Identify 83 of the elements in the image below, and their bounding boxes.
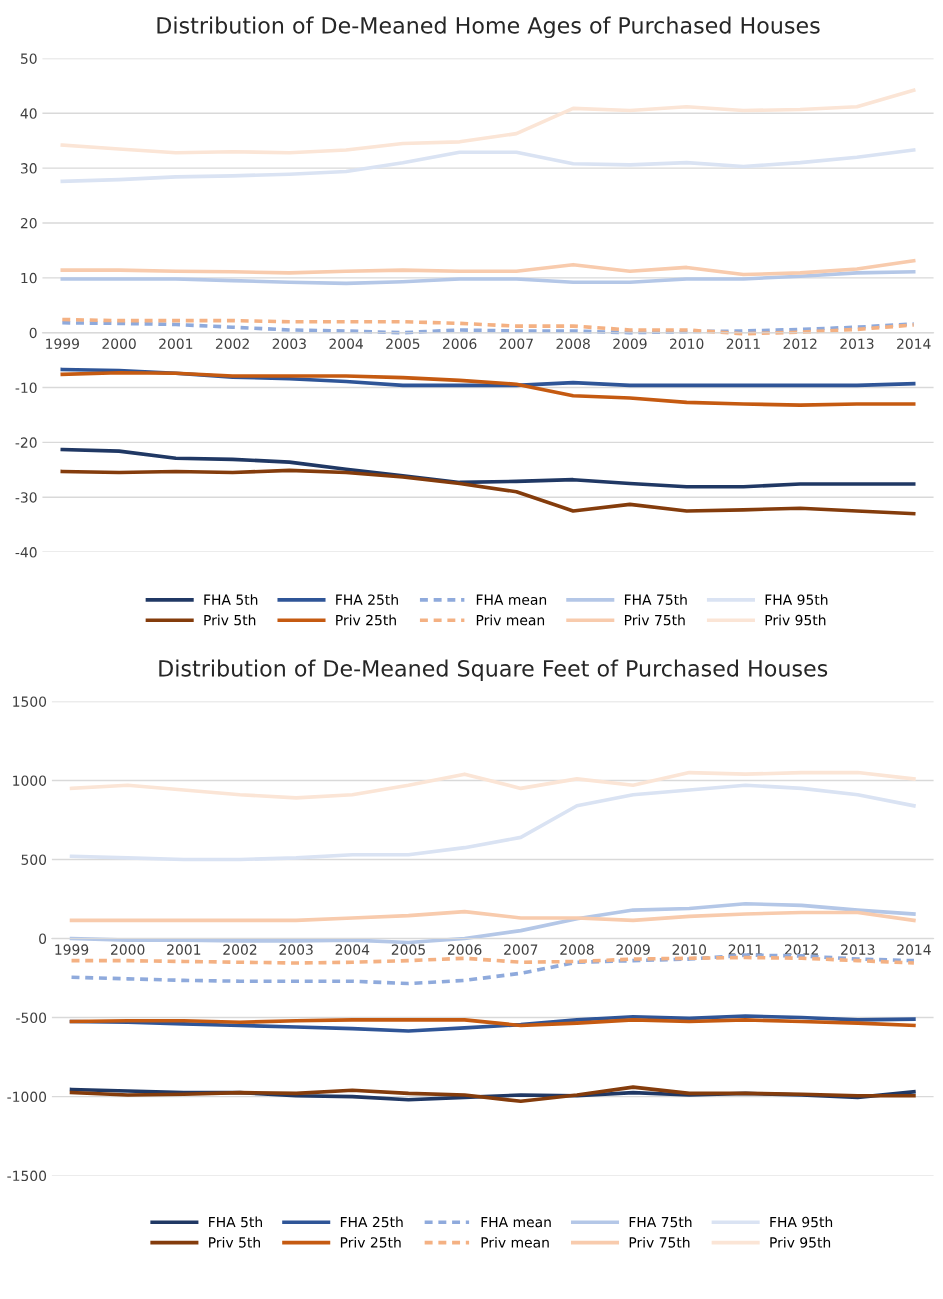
y-tick-label: 500 — [21, 854, 47, 865]
legend-label: Priv 25th — [336, 614, 396, 626]
y-tick-label: -30 — [15, 492, 37, 503]
x-tick-label: 2001 — [159, 338, 193, 349]
x-tick-label: 2002 — [223, 944, 257, 955]
line-series — [69, 901, 916, 945]
legend-label: FHA 95th — [765, 594, 828, 605]
y-tick-label: -500 — [16, 1012, 47, 1024]
legend-label: FHA 25th — [340, 1216, 403, 1228]
legend-label: FHA mean — [481, 1216, 551, 1228]
line-series — [69, 953, 916, 986]
legend-label: Priv 95th — [765, 614, 826, 626]
y-tick-label: 0 — [29, 327, 37, 339]
legend-label: FHA 5th — [204, 594, 258, 605]
line-series — [60, 259, 916, 277]
legend-label: FHA 5th — [209, 1216, 262, 1228]
legend-label: FHA 95th — [770, 1216, 833, 1228]
x-tick-label: 2007 — [504, 944, 538, 955]
line-series — [60, 370, 916, 407]
x-tick-label: 2006 — [447, 944, 482, 955]
chart-title: Distribution of De-Meaned Home Ages of Purchased Houses — [157, 16, 820, 39]
x-tick-label: 2012 — [783, 338, 817, 349]
legend-label: Priv mean — [481, 1236, 549, 1248]
y-tick-label: 1500 — [13, 696, 47, 707]
legend-label: Priv 95th — [770, 1236, 831, 1248]
x-tick-label: 2013 — [840, 338, 874, 349]
line-series — [69, 909, 916, 923]
x-tick-label: 2011 — [726, 338, 760, 349]
line-series — [60, 321, 916, 335]
x-tick-label: 2008 — [560, 944, 594, 955]
y-tick-label: 10 — [21, 272, 37, 284]
x-tick-label: 2001 — [167, 944, 201, 955]
x-tick-label: 2010 — [672, 944, 707, 955]
x-tick-label: 2005 — [386, 338, 420, 349]
legend-label: FHA 25th — [336, 594, 398, 605]
x-tick-label: 2008 — [556, 338, 590, 349]
line-series — [69, 770, 916, 800]
y-tick-label: 50 — [20, 53, 37, 64]
y-tick-label: 40 — [20, 108, 37, 119]
x-tick-label: 2013 — [841, 944, 875, 955]
y-tick-label: 1000 — [13, 775, 47, 786]
legend-label: Priv mean — [476, 614, 545, 626]
legend-label: Priv 5th — [204, 614, 256, 626]
x-tick-label: 2007 — [499, 338, 533, 349]
line-series — [69, 783, 916, 862]
x-tick-label: 1999 — [55, 944, 89, 955]
y-tick-label: -40 — [15, 547, 37, 558]
x-tick-label: 2005 — [391, 944, 425, 955]
x-tick-label: 2004 — [329, 338, 363, 349]
x-tick-label: 1999 — [46, 338, 79, 349]
y-tick-label: 30 — [20, 163, 37, 174]
line-series — [60, 468, 916, 516]
legend-label: FHA mean — [476, 594, 547, 605]
x-tick-label: 2006 — [442, 338, 477, 349]
y-tick-label: 0 — [39, 933, 47, 944]
legend-label: Priv 75th — [624, 614, 685, 626]
x-tick-label: 2003 — [272, 338, 306, 349]
x-tick-label: 2000 — [102, 338, 136, 349]
line-series — [60, 270, 916, 286]
chart-title: Distribution of De-Meaned Square Feet of Purchased Houses — [159, 659, 828, 682]
legend-label: Priv 25th — [340, 1236, 401, 1248]
x-tick-label: 2004 — [335, 944, 370, 955]
x-tick-label: 2009 — [616, 944, 650, 955]
legend-label: Priv 75th — [629, 1236, 690, 1248]
legend-label: FHA 75th — [624, 594, 687, 605]
line-series — [60, 88, 916, 155]
x-tick-label: 2003 — [279, 944, 313, 955]
x-tick-label: 2000 — [111, 944, 145, 955]
x-tick-label: 2014 — [897, 338, 931, 349]
x-tick-label: 2010 — [670, 338, 704, 349]
x-tick-label: 2002 — [215, 338, 249, 349]
y-tick-label: -20 — [15, 437, 37, 448]
legend-label: Priv 5th — [209, 1236, 260, 1248]
line-series — [60, 148, 916, 184]
line-series — [60, 317, 916, 336]
y-tick-label: -10 — [15, 382, 37, 394]
legend-label: FHA 75th — [629, 1216, 692, 1228]
y-tick-label: -1000 — [7, 1091, 47, 1103]
y-tick-label: -1500 — [7, 1170, 47, 1182]
line-series — [60, 447, 916, 489]
x-tick-label: 2009 — [613, 338, 647, 349]
y-tick-label: 20 — [20, 217, 37, 229]
x-tick-label: 2014 — [897, 944, 931, 955]
